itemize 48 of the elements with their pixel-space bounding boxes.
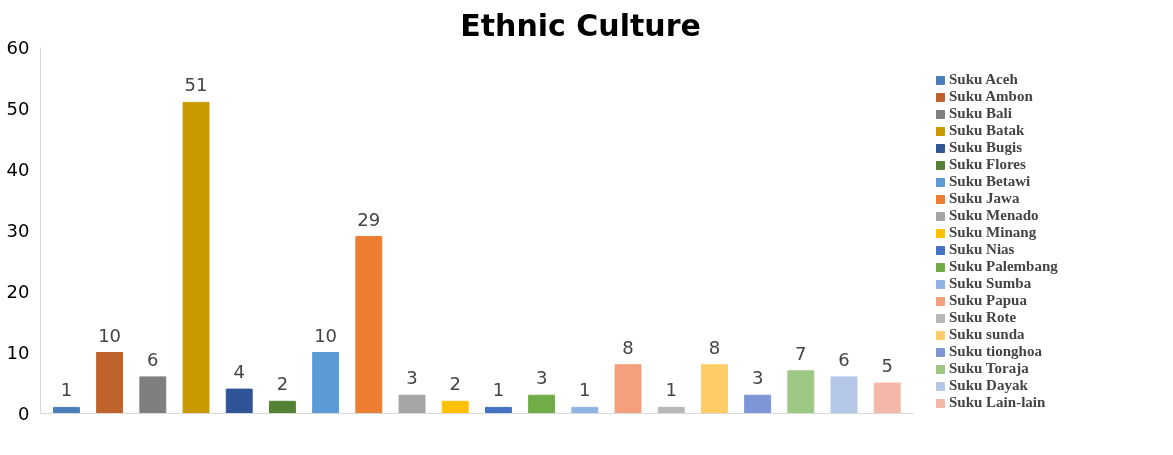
data-label: 7 xyxy=(795,342,807,364)
data-label: 2 xyxy=(276,373,289,395)
legend-label: Suku Jawa xyxy=(949,190,1020,207)
legend-label: Suku Batak xyxy=(949,122,1025,139)
y-tick-label: 50 xyxy=(6,98,30,119)
data-label: 3 xyxy=(406,367,418,389)
data-label: 3 xyxy=(751,367,764,389)
legend-label: Suku Sumba xyxy=(949,275,1032,292)
y-tick-label: 10 xyxy=(6,342,30,363)
legend-label: Suku Ambon xyxy=(949,88,1033,105)
y-tick-label: 40 xyxy=(6,159,30,180)
legend-label: Suku sunda xyxy=(949,326,1025,343)
legend-label: Suku Papua xyxy=(949,292,1027,309)
data-label: 6 xyxy=(147,348,159,370)
data-label: 8 xyxy=(708,336,721,358)
y-tick-label: 60 xyxy=(6,37,30,58)
chart-title: Ethnic Culture xyxy=(460,7,701,43)
data-label: 51 xyxy=(184,74,208,96)
y-tick-label: 0 xyxy=(18,403,30,424)
legend-label: Suku Aceh xyxy=(949,71,1018,88)
legend-label: Suku Lain-lain xyxy=(949,394,1046,411)
data-label: 1 xyxy=(60,379,73,401)
legend-label: Suku Bugis xyxy=(949,139,1022,156)
data-label: 10 xyxy=(314,324,338,346)
data-label: 1 xyxy=(492,379,505,401)
legend-label: Suku Minang xyxy=(949,224,1037,241)
legend-label: Suku tionghoa xyxy=(949,343,1042,360)
y-tick-label: 30 xyxy=(6,220,30,241)
data-label: 1 xyxy=(579,379,591,401)
legend-label: Suku Toraja xyxy=(949,360,1029,377)
data-label: 4 xyxy=(233,361,245,383)
data-label: 6 xyxy=(838,348,850,370)
legend-label: Suku Bali xyxy=(949,105,1012,122)
legend-label: Suku Flores xyxy=(949,156,1026,173)
legend-label: Suku Rote xyxy=(949,309,1017,326)
data-label: 10 xyxy=(98,324,122,346)
legend-label: Suku Nias xyxy=(949,241,1015,258)
data-label: 5 xyxy=(881,355,893,377)
legend-label: Suku Betawi xyxy=(949,173,1031,190)
data-label: 8 xyxy=(622,336,634,358)
data-label: 1 xyxy=(665,379,677,401)
y-tick-label: 20 xyxy=(6,281,30,302)
data-label: 29 xyxy=(357,208,381,230)
legend-label: Suku Menado xyxy=(949,207,1039,224)
legend-label: Suku Dayak xyxy=(949,377,1028,394)
legend-label: Suku Palembang xyxy=(949,258,1058,275)
data-label: 3 xyxy=(535,367,548,389)
data-label: 2 xyxy=(449,373,461,395)
